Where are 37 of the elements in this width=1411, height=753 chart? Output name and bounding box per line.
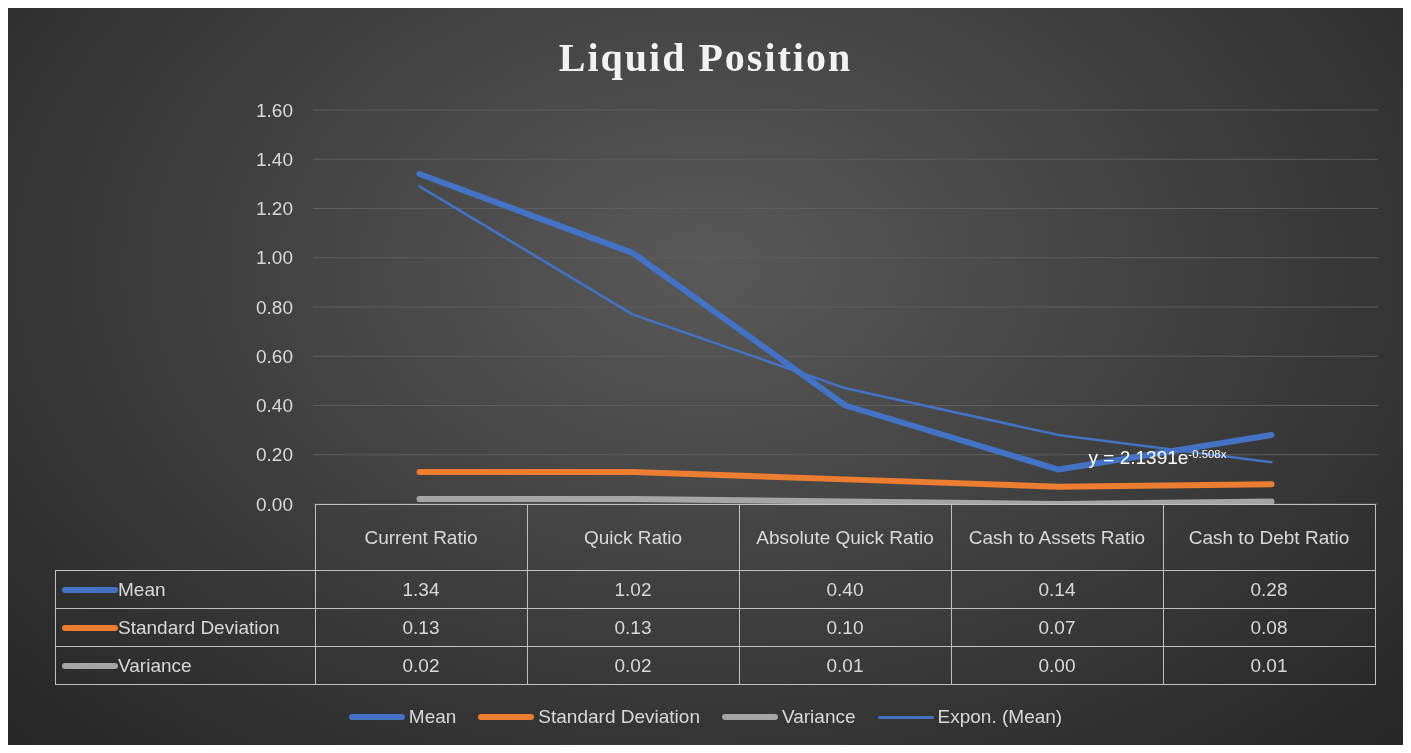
legend-label: Standard Deviation — [55, 608, 315, 647]
data-label: 1.02 — [527, 570, 739, 609]
y-tick-label: 0.80 — [256, 296, 293, 318]
data-label: 0.40 — [739, 570, 951, 609]
text: Mean — [118, 578, 166, 600]
x-tick-label: Quick Ratio — [527, 504, 739, 571]
y-tick-label: 0.40 — [256, 395, 293, 417]
y-tick-label: 1.00 — [256, 247, 293, 269]
x-tick-label: Absolute Quick Ratio — [739, 504, 951, 571]
data-label: 0.14 — [951, 570, 1163, 609]
y-tick-label: 0.60 — [256, 345, 293, 367]
text: Standard Deviation — [538, 706, 700, 727]
data-label: 0.13 — [527, 608, 739, 647]
x-tick-label: Cash to Debt Ratio — [1163, 504, 1375, 571]
x-tick-label: Current Ratio — [315, 504, 527, 571]
y-tick-label: 1.60 — [256, 99, 293, 121]
data-label: 0.08 — [1163, 608, 1375, 647]
legend-label: Expon. (Mean) — [936, 706, 1063, 728]
legend-label: Mean — [407, 706, 457, 728]
data-label: 0.02 — [315, 646, 527, 685]
legend-label: Variance — [780, 706, 856, 728]
y-tick-label: 1.20 — [256, 198, 293, 220]
data-label: 0.07 — [951, 608, 1163, 647]
data-label: 0.02 — [527, 646, 739, 685]
data-label: 1.34 — [315, 570, 527, 609]
data-label: 0.01 — [739, 646, 951, 685]
data-label: 0.28 — [1163, 570, 1375, 609]
data-label: 0.00 — [951, 646, 1163, 685]
y-tick-label: 1.40 — [256, 148, 293, 170]
text: Variance — [118, 654, 192, 676]
y-tick-label: 0.00 — [256, 493, 293, 515]
data-label: 0.13 — [315, 608, 527, 647]
x-tick-label: Cash to Assets Ratio — [951, 504, 1163, 571]
y-tick-label: 0.20 — [256, 444, 293, 466]
chart-title: Liquid Position — [557, 34, 854, 81]
data-label: 0.01 — [1163, 646, 1375, 685]
data-label: 0.10 — [739, 608, 951, 647]
